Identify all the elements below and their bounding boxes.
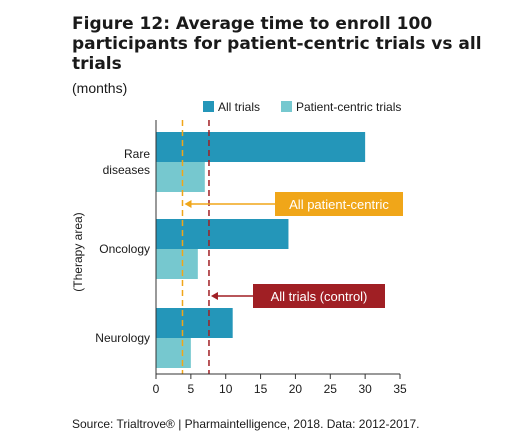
bar-all-trials-1 [156, 219, 289, 249]
annotation-box-1 [253, 284, 385, 308]
bar-patient-centric-1 [156, 249, 198, 279]
chart-subtitle: (months) [72, 80, 128, 96]
category-label-1: Oncology [99, 242, 150, 256]
bar-patient-centric-2 [156, 338, 191, 368]
legend-swatch-1 [281, 101, 292, 112]
bar-all-trials-2 [156, 308, 233, 338]
x-tick-label-6: 30 [358, 382, 372, 396]
legend-label-0: All trials [218, 100, 260, 114]
category-label-2: Neurology [95, 331, 150, 345]
annotation-label-0: All patient-centric [289, 197, 389, 212]
legend-label-1: Patient-centric trials [296, 100, 401, 114]
x-tick-label-2: 10 [219, 382, 233, 396]
bar-all-trials-0 [156, 132, 366, 162]
legend-swatch-0 [203, 101, 214, 112]
category-label-0: Rare diseases [103, 147, 151, 177]
x-tick-label-1: 5 [188, 382, 195, 396]
annotation-label-1: All trials (control) [271, 289, 368, 304]
source-note: Source: Trialtrove® | Pharmaintelligence… [72, 417, 420, 431]
annotation-arrowhead-1 [210, 292, 218, 300]
y-axis-title: (Therapy area) [71, 212, 85, 291]
x-tick-label-7: 35 [393, 382, 407, 396]
x-tick-label-0: 0 [153, 382, 160, 396]
x-tick-label-3: 15 [254, 382, 268, 396]
annotation-box-0 [275, 192, 403, 216]
chart-title: Figure 12: Average time to enroll 100 pa… [72, 14, 482, 74]
x-tick-label-5: 25 [324, 382, 338, 396]
annotation-arrowhead-0 [184, 200, 192, 208]
x-tick-label-4: 20 [289, 382, 303, 396]
bar-patient-centric-0 [156, 162, 205, 192]
